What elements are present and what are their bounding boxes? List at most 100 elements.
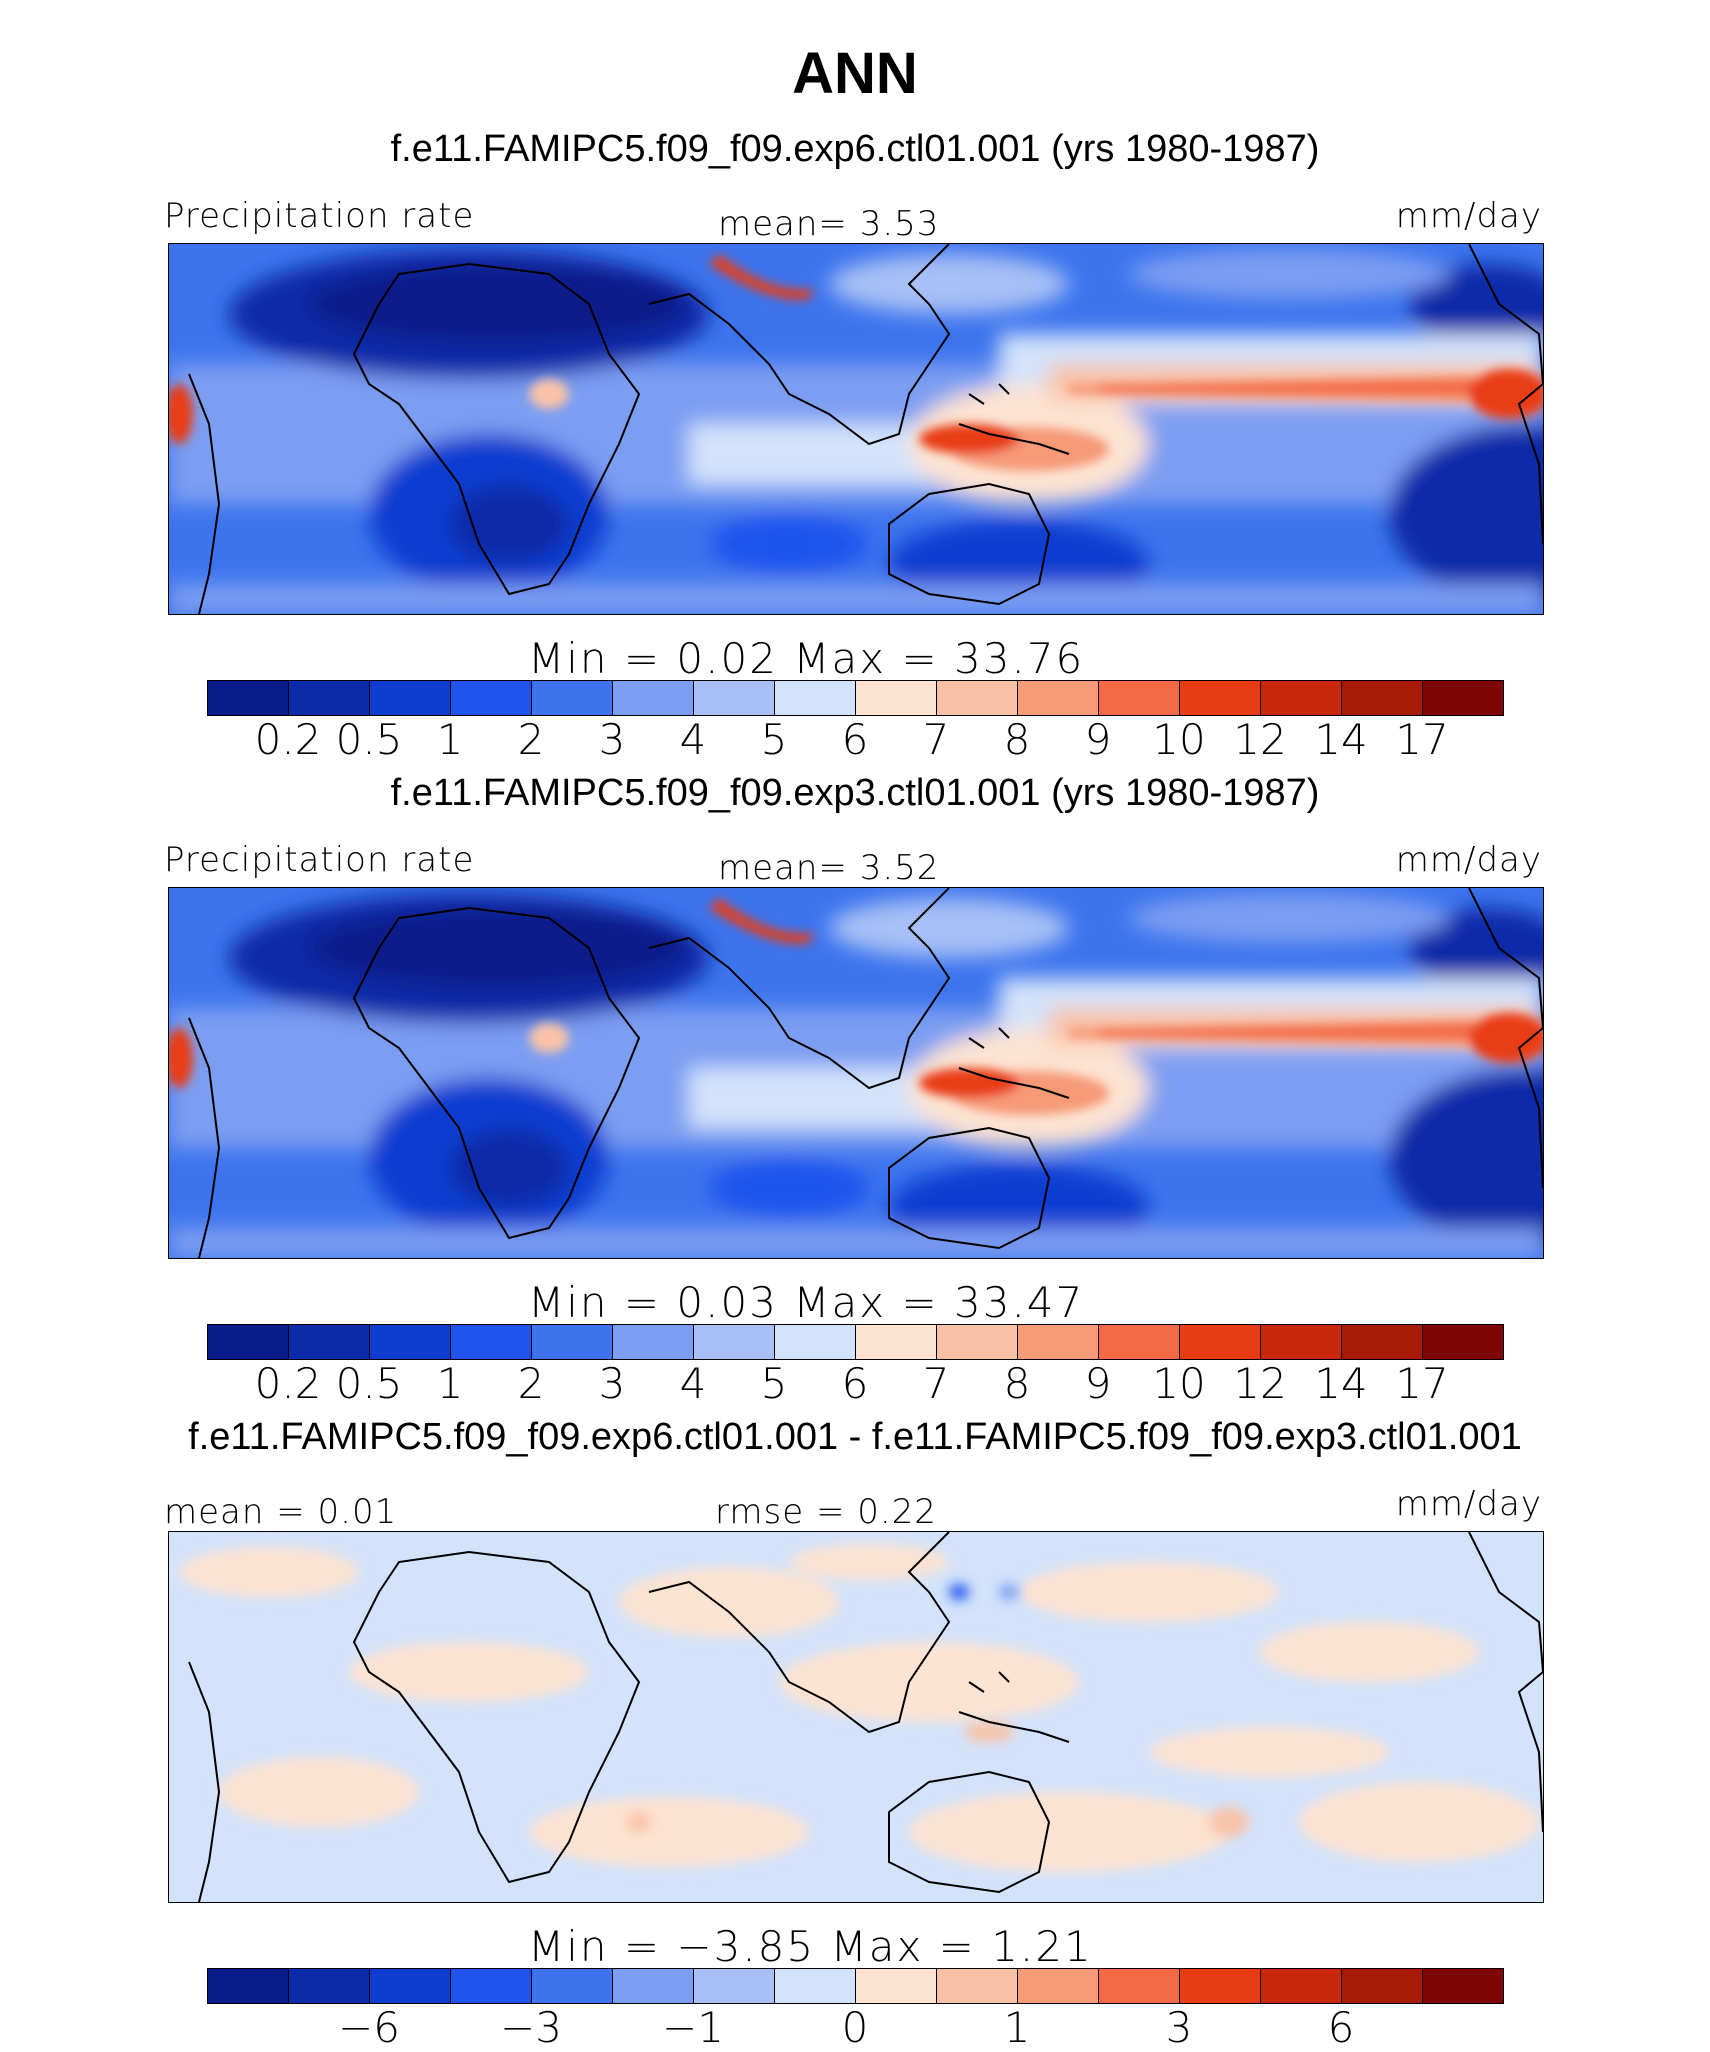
panel-1-tick: 10 bbox=[1152, 715, 1206, 764]
colorbar-swatch bbox=[208, 1325, 289, 1359]
panel-2-precip-field bbox=[169, 888, 1543, 1258]
panel-3-tick: 6 bbox=[1327, 2003, 1355, 2052]
panel-3-tick: −1 bbox=[662, 2003, 724, 2052]
panel-3-units-label: mm/day bbox=[1395, 1484, 1542, 1524]
panel-2-tick: 1 bbox=[436, 1359, 464, 1408]
panel-1-tick: 0.2 bbox=[254, 715, 322, 764]
panel-1-title: f.e11.FAMIPC5.f09_f09.exp6.ctl01.001 (yr… bbox=[390, 128, 1320, 170]
colorbar-swatch bbox=[1018, 681, 1099, 715]
panel-2-tick: 2 bbox=[517, 1359, 545, 1408]
panel-2-tick: 17 bbox=[1395, 1359, 1449, 1408]
panel-3-colorbar bbox=[207, 1968, 1504, 2004]
panel-1-tick: 4 bbox=[679, 715, 707, 764]
panel-1-tick: 9 bbox=[1084, 715, 1112, 764]
panel-3-title: f.e11.FAMIPC5.f09_f09.exp6.ctl01.001 - f… bbox=[188, 1416, 1522, 1458]
colorbar-swatch bbox=[1099, 681, 1180, 715]
colorbar-swatch bbox=[1018, 1325, 1099, 1359]
colorbar-swatch bbox=[1261, 1325, 1342, 1359]
panel-2-map bbox=[168, 887, 1544, 1259]
panel-1-colorbar bbox=[207, 680, 1504, 716]
panel-1-map bbox=[168, 243, 1544, 615]
panel-2-title: f.e11.FAMIPC5.f09_f09.exp3.ctl01.001 (yr… bbox=[390, 772, 1320, 814]
colorbar-swatch bbox=[451, 681, 532, 715]
colorbar-swatch bbox=[532, 1969, 613, 2003]
panel-3-tick: −6 bbox=[338, 2003, 400, 2052]
panel-1-minmax: Min = 0.02 Max = 33.76 bbox=[528, 634, 1085, 683]
colorbar-swatch bbox=[289, 681, 370, 715]
colorbar-swatch bbox=[856, 681, 937, 715]
colorbar-swatch bbox=[1099, 1325, 1180, 1359]
colorbar-swatch bbox=[370, 1325, 451, 1359]
colorbar-swatch bbox=[208, 681, 289, 715]
panel-1-tick: 3 bbox=[598, 715, 626, 764]
colorbar-swatch bbox=[1423, 1969, 1503, 2003]
panel-1-tick: 1 bbox=[436, 715, 464, 764]
panel-1-tick: 2 bbox=[517, 715, 545, 764]
colorbar-swatch bbox=[1261, 1969, 1342, 2003]
panel-2-tick: 8 bbox=[1003, 1359, 1031, 1408]
panel-2-variable-label: Precipitation rate bbox=[164, 840, 475, 880]
panel-2-tick: 5 bbox=[760, 1359, 788, 1408]
colorbar-swatch bbox=[370, 1969, 451, 2003]
panel-1-units-label: mm/day bbox=[1395, 196, 1542, 236]
panel-3-mean-label: mean = 0.01 bbox=[164, 1492, 398, 1532]
colorbar-swatch bbox=[208, 1969, 289, 2003]
panel-1-tick: 5 bbox=[760, 715, 788, 764]
panel-2-tick: 0.5 bbox=[335, 1359, 403, 1408]
panel-2-tick: 4 bbox=[679, 1359, 707, 1408]
colorbar-swatch bbox=[1180, 1969, 1261, 2003]
panel-2-tick: 14 bbox=[1314, 1359, 1368, 1408]
colorbar-swatch bbox=[1423, 681, 1503, 715]
colorbar-swatch bbox=[1180, 1325, 1261, 1359]
panel-1-tick: 8 bbox=[1003, 715, 1031, 764]
panel-2-tick: 6 bbox=[841, 1359, 869, 1408]
colorbar-swatch bbox=[532, 681, 613, 715]
colorbar-swatch bbox=[1261, 681, 1342, 715]
colorbar-swatch bbox=[1018, 1969, 1099, 2003]
colorbar-swatch bbox=[1342, 681, 1423, 715]
colorbar-swatch bbox=[694, 681, 775, 715]
colorbar-swatch bbox=[1180, 681, 1261, 715]
panel-2-tick: 7 bbox=[922, 1359, 950, 1408]
panel-3-tick: −3 bbox=[500, 2003, 562, 2052]
colorbar-swatch bbox=[856, 1325, 937, 1359]
panel-2-tick: 10 bbox=[1152, 1359, 1206, 1408]
colorbar-swatch bbox=[289, 1969, 370, 2003]
panel-2-tick: 3 bbox=[598, 1359, 626, 1408]
colorbar-swatch bbox=[370, 681, 451, 715]
colorbar-swatch bbox=[775, 1325, 856, 1359]
panel-3-tick: 0 bbox=[841, 2003, 869, 2052]
panel-1-mean-label: mean= 3.53 bbox=[718, 204, 940, 244]
panel-3-tick: 3 bbox=[1165, 2003, 1193, 2052]
colorbar-swatch bbox=[1099, 1969, 1180, 2003]
colorbar-swatch bbox=[937, 1325, 1018, 1359]
panel-2-tick: 12 bbox=[1233, 1359, 1287, 1408]
panel-1-tick: 7 bbox=[922, 715, 950, 764]
panel-3-tick: 1 bbox=[1003, 2003, 1031, 2052]
colorbar-swatch bbox=[532, 1325, 613, 1359]
colorbar-swatch bbox=[289, 1325, 370, 1359]
figure-title: ANN bbox=[792, 41, 918, 106]
panel-1-tick: 6 bbox=[841, 715, 869, 764]
panel-3-minmax: Min = −3.85 Max = 1.21 bbox=[528, 1922, 1093, 1971]
panel-3-difference-field bbox=[169, 1532, 1543, 1902]
colorbar-swatch bbox=[775, 681, 856, 715]
colorbar-swatch bbox=[694, 1969, 775, 2003]
panel-1-tick: 12 bbox=[1233, 715, 1287, 764]
colorbar-swatch bbox=[1423, 1325, 1503, 1359]
panel-2-tick: 0.2 bbox=[254, 1359, 322, 1408]
panel-1-tick: 17 bbox=[1395, 715, 1449, 764]
colorbar-swatch bbox=[613, 1325, 694, 1359]
colorbar-swatch bbox=[937, 681, 1018, 715]
panel-3-map bbox=[168, 1531, 1544, 1903]
colorbar-swatch bbox=[451, 1969, 532, 2003]
panel-1-tick: 0.5 bbox=[335, 715, 403, 764]
colorbar-swatch bbox=[856, 1969, 937, 2003]
panel-3-rmse-label: rmse = 0.22 bbox=[715, 1492, 937, 1532]
colorbar-swatch bbox=[775, 1969, 856, 2003]
colorbar-swatch bbox=[1342, 1969, 1423, 2003]
panel-2-units-label: mm/day bbox=[1395, 840, 1542, 880]
colorbar-swatch bbox=[694, 1325, 775, 1359]
colorbar-swatch bbox=[937, 1969, 1018, 2003]
colorbar-swatch bbox=[613, 681, 694, 715]
